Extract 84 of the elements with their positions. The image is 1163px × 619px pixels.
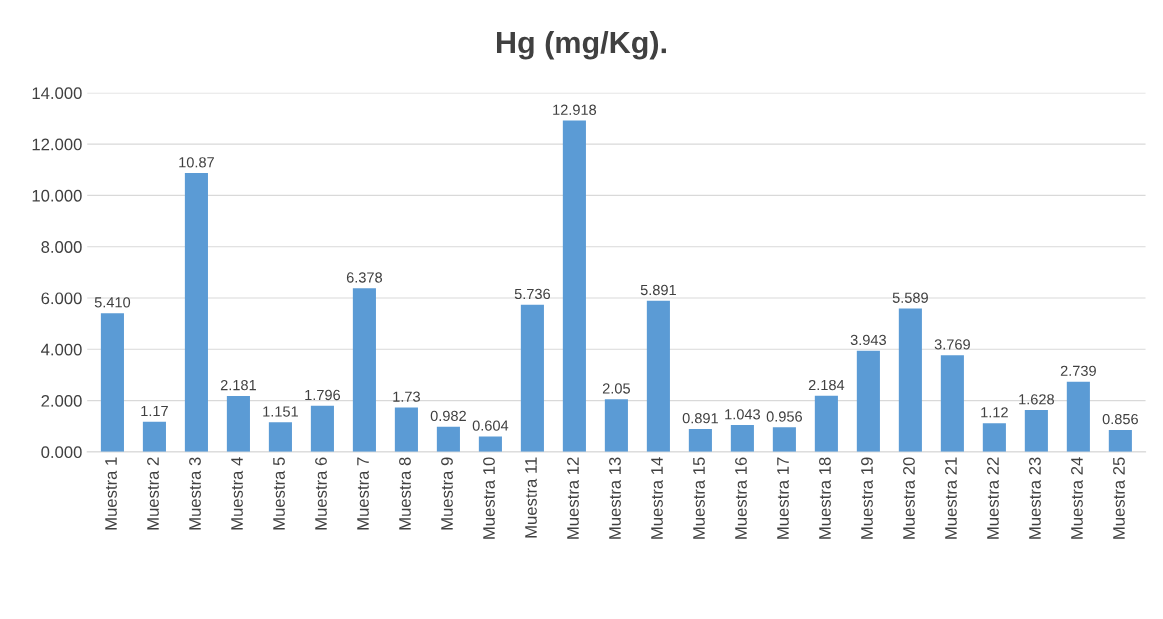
data-label: 2.739 bbox=[1060, 365, 1096, 376]
bar bbox=[982, 423, 1006, 452]
data-label: 1.628 bbox=[1019, 394, 1054, 405]
bar bbox=[1024, 410, 1048, 452]
bar bbox=[226, 395, 250, 452]
data-label: 0.891 bbox=[682, 413, 718, 424]
bar bbox=[940, 355, 964, 452]
data-label: 2.05 bbox=[602, 383, 630, 394]
data-label: 0.604 bbox=[472, 420, 509, 431]
bar bbox=[562, 120, 586, 452]
data-label: 12.918 bbox=[553, 104, 597, 115]
data-label: 3.769 bbox=[934, 339, 970, 350]
data-label: 2.181 bbox=[220, 379, 256, 391]
bar bbox=[814, 395, 838, 452]
bar bbox=[268, 422, 292, 452]
bar bbox=[772, 427, 796, 452]
bar bbox=[730, 425, 754, 452]
y-tick-label: 14.000 bbox=[32, 87, 82, 100]
x-tick-label: Muestra 3 bbox=[189, 457, 201, 530]
y-tick-label: 6.000 bbox=[41, 292, 82, 305]
bar bbox=[604, 399, 628, 452]
data-label: 0.856 bbox=[1102, 413, 1138, 425]
x-tick-label: Muestra 16 bbox=[735, 457, 747, 539]
x-tick-label: Muestra 15 bbox=[693, 457, 705, 539]
x-tick-label: Muestra 25 bbox=[1113, 457, 1125, 539]
data-label: 5.589 bbox=[892, 292, 928, 303]
x-tick-label: Muestra 22 bbox=[987, 457, 999, 539]
bar bbox=[394, 407, 418, 452]
data-label: 1.796 bbox=[305, 389, 341, 401]
bar bbox=[688, 429, 712, 452]
data-label: 0.956 bbox=[766, 411, 802, 422]
data-label: 2.184 bbox=[808, 379, 845, 391]
bar bbox=[142, 421, 166, 452]
data-label: 5.891 bbox=[640, 284, 676, 296]
x-tick-label: Muestra 5 bbox=[273, 457, 285, 530]
y-tick-label: 8.000 bbox=[41, 241, 82, 253]
y-tick-label: 4.000 bbox=[41, 343, 82, 356]
x-tick-label: Muestra 8 bbox=[399, 457, 411, 530]
data-label: 0.982 bbox=[430, 410, 466, 422]
y-tick-label: 2.000 bbox=[41, 394, 82, 407]
x-tick-label: Muestra 4 bbox=[231, 457, 243, 530]
x-tick-label: Muestra 18 bbox=[819, 457, 831, 539]
x-tick-label: Muestra 6 bbox=[315, 457, 327, 530]
x-tick-label: Muestra 11 bbox=[525, 457, 537, 538]
bar bbox=[478, 436, 502, 452]
y-tick-label: 12.000 bbox=[32, 138, 82, 151]
data-label: 3.943 bbox=[850, 334, 886, 346]
bar bbox=[352, 288, 376, 452]
data-label: 1.151 bbox=[263, 406, 298, 417]
x-tick-label: Muestra 12 bbox=[567, 457, 579, 539]
x-tick-label: Muestra 21 bbox=[945, 457, 957, 539]
x-tick-label: Muestra 2 bbox=[147, 457, 159, 530]
x-tick-label: Muestra 9 bbox=[441, 457, 453, 530]
y-tick-label: 0.000 bbox=[41, 446, 82, 459]
x-tick-label: Muestra 7 bbox=[357, 457, 369, 530]
bar bbox=[310, 405, 334, 452]
bar bbox=[100, 313, 124, 452]
x-tick-label: Muestra 14 bbox=[651, 457, 663, 539]
x-tick-label: Muestra 17 bbox=[777, 457, 789, 539]
data-label: 5.736 bbox=[514, 288, 550, 300]
chart-title: Hg (mg/Kg). bbox=[496, 30, 666, 60]
data-label: 1.17 bbox=[141, 406, 168, 417]
x-tick-label: Muestra 19 bbox=[861, 457, 873, 539]
y-tick-label: 10.000 bbox=[32, 189, 82, 202]
data-label: 6.378 bbox=[346, 272, 383, 283]
x-tick-label: Muestra 13 bbox=[609, 457, 621, 539]
bar bbox=[436, 426, 460, 452]
bar bbox=[184, 173, 208, 452]
data-label: 5.410 bbox=[94, 297, 131, 308]
data-label: 1.12 bbox=[981, 407, 1008, 418]
bar bbox=[1108, 429, 1132, 452]
x-tick-label: Muestra 10 bbox=[483, 457, 495, 539]
bar bbox=[1066, 381, 1090, 452]
x-tick-label: Muestra 1 bbox=[105, 457, 117, 530]
bar bbox=[646, 300, 670, 452]
x-tick-label: Muestra 24 bbox=[1071, 457, 1083, 539]
bar bbox=[898, 308, 922, 452]
x-tick-label: Muestra 23 bbox=[1029, 457, 1041, 539]
data-label: 1.043 bbox=[725, 409, 760, 420]
bar bbox=[856, 350, 880, 452]
data-label: 1.73 bbox=[393, 391, 420, 402]
x-tick-label: Muestra 20 bbox=[903, 457, 915, 539]
data-label: 10.87 bbox=[179, 157, 214, 168]
bar bbox=[520, 304, 544, 452]
